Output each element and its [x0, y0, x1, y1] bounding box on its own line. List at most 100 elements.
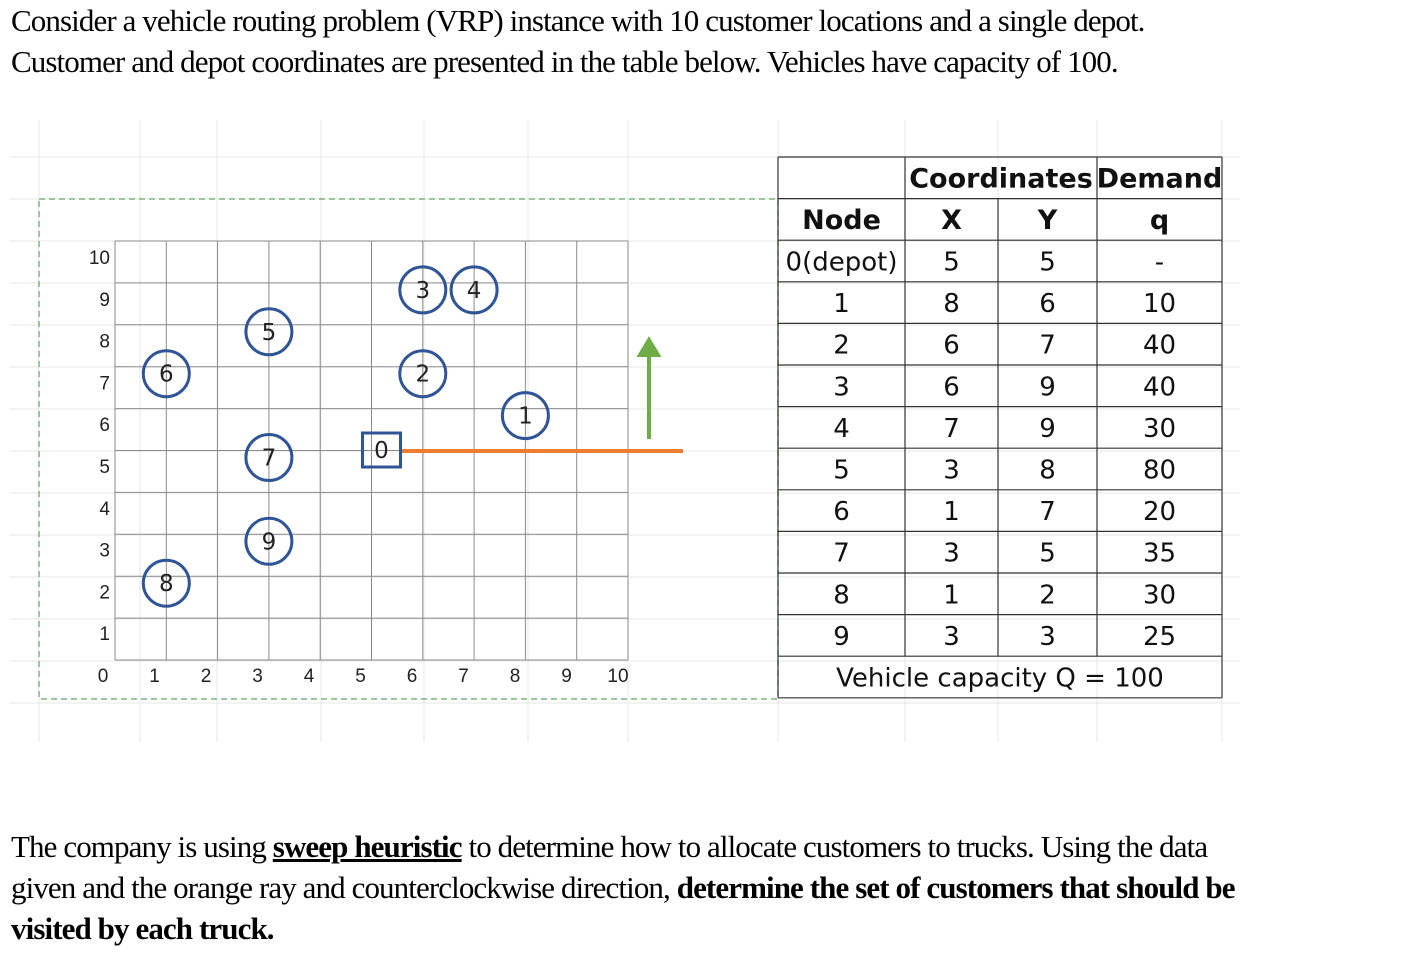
table-cell: 40 [1143, 331, 1176, 361]
table-cell: 0(depot) [786, 248, 898, 278]
table-cell: 7 [943, 414, 960, 444]
x-tick-label: 7 [458, 666, 469, 687]
question-task-1: determine the set of customers that shou… [676, 870, 1236, 905]
y-tick-label: 3 [99, 541, 110, 562]
table-cell: 3 [943, 456, 960, 486]
node-label: 5 [262, 320, 277, 346]
x-tick-label: 0 [98, 666, 109, 687]
y-tick-label: 8 [99, 332, 110, 353]
table-cell: 6 [833, 497, 850, 527]
table-cell: 6 [943, 331, 960, 361]
customer-node-8: 8 [141, 558, 191, 608]
table-cell: 80 [1143, 456, 1176, 486]
y-tick-label: 4 [99, 499, 110, 520]
column-header: X [941, 205, 962, 236]
question-part-2: to determine how to allocate customers t… [461, 829, 1208, 864]
x-axis-ticks: 0 1 2 3 4 5 6 7 8 9 10 [98, 666, 629, 687]
table-cell: 7 [1039, 331, 1056, 361]
x-tick-label: 6 [407, 666, 418, 687]
table-cell: 10 [1143, 289, 1176, 319]
y-tick-label: 6 [99, 415, 110, 436]
y-tick-label: 7 [99, 373, 110, 394]
node-label: 7 [262, 446, 277, 472]
table-cell: 5 [1039, 248, 1056, 278]
x-tick-label: 4 [304, 666, 315, 687]
table-cell: - [1155, 248, 1164, 278]
table-cell: 6 [1039, 289, 1056, 319]
table-cell: 2 [1039, 580, 1056, 610]
table-cell: 8 [943, 289, 960, 319]
customer-node-3: 3 [398, 265, 448, 315]
table-cell: 25 [1143, 622, 1176, 652]
table-cell: 1 [943, 580, 960, 610]
node-label: 8 [159, 571, 174, 597]
counterclockwise-direction-arrow [636, 336, 662, 439]
node-label: 4 [467, 278, 482, 304]
x-tick-label: 8 [510, 666, 521, 687]
column-header: Node [802, 205, 881, 236]
table-cell: 3 [1039, 622, 1056, 652]
table-cell: 35 [1143, 539, 1176, 569]
x-tick-label: 9 [561, 666, 572, 687]
table-cell: 9 [1039, 372, 1056, 402]
sweep-heuristic-term: sweep heuristic [272, 829, 463, 864]
question-part-1: The company is using [11, 829, 273, 864]
node-label: 0 [374, 438, 389, 464]
intro-line-2: Customer and depot coordinates are prese… [11, 44, 1119, 79]
node-label: 3 [415, 278, 430, 304]
node-label: 6 [159, 362, 174, 388]
vehicle-capacity-footer: Vehicle capacity Q = 100 [836, 664, 1164, 694]
column-header: Y [1037, 205, 1058, 236]
table-cell: 3 [943, 622, 960, 652]
table-cell: 3 [833, 372, 850, 402]
y-tick-label: 10 [89, 248, 110, 269]
customer-node-5: 5 [244, 307, 294, 357]
customer-node-1: 1 [500, 391, 550, 441]
vrp-figure-canvas: 0 1 2 3 4 5 6 7 8 9 10 10 9 8 7 6 5 4 3 2 1 0 1 2 3 4 5 6 7 8 9 Coor… [10, 120, 1240, 742]
y-tick-label: 5 [99, 457, 110, 478]
table-cell: 9 [1039, 414, 1056, 444]
table-cell: 5 [943, 248, 960, 278]
table-cell: 8 [1039, 456, 1056, 486]
table-cell: 1 [833, 289, 850, 319]
customer-node-2: 2 [398, 349, 448, 399]
table-cell: 9 [833, 622, 850, 652]
table-cell: 20 [1143, 497, 1176, 527]
question-task-2: visited by each truck. [11, 911, 275, 946]
coordinates-group-header: Coordinates [909, 163, 1093, 194]
x-tick-label: 5 [355, 666, 366, 687]
demand-group-header: Demand [1097, 163, 1223, 194]
y-tick-label: 2 [99, 582, 110, 603]
x-tick-label: 1 [149, 666, 160, 687]
x-tick-label: 3 [252, 666, 263, 687]
table-cell: 5 [1039, 539, 1056, 569]
table-cell: 5 [833, 456, 850, 486]
x-tick-label: 2 [201, 666, 212, 687]
y-axis-ticks: 10 9 8 7 6 5 4 3 2 1 [89, 248, 111, 645]
table-cell: 40 [1143, 372, 1176, 402]
customer-node-7: 7 [244, 433, 294, 482]
table-cell: 7 [1039, 497, 1056, 527]
question-line-2: given and the orange ray and countercloc… [11, 870, 677, 905]
customer-node-4: 4 [449, 265, 499, 315]
customer-nodes: 0 1 2 3 4 5 6 7 8 9 [141, 265, 550, 608]
column-header: q [1150, 205, 1169, 236]
y-tick-label: 1 [99, 624, 110, 645]
vrp-figure: 0 1 2 3 4 5 6 7 8 9 10 10 9 8 7 6 5 4 3 2 1 0 1 2 3 4 5 6 7 8 9 Coor… [0, 110, 1260, 750]
table-cell: 8 [833, 580, 850, 610]
table-cell: 7 [833, 539, 850, 569]
node-label: 9 [262, 529, 277, 555]
x-tick-label: 10 [607, 666, 628, 687]
customer-node-9: 9 [244, 516, 294, 566]
customer-node-6: 6 [141, 349, 191, 399]
intro-line-1: Consider a vehicle routing problem (VRP)… [11, 3, 1145, 38]
table-cell: 4 [833, 414, 850, 444]
table-cell: 30 [1143, 580, 1176, 610]
node-label: 1 [518, 404, 533, 430]
table-cell: 6 [943, 372, 960, 402]
depot-node: 0 [361, 431, 402, 469]
table-cell: 3 [943, 539, 960, 569]
table-cell: 1 [943, 497, 960, 527]
node-label: 2 [415, 362, 430, 388]
